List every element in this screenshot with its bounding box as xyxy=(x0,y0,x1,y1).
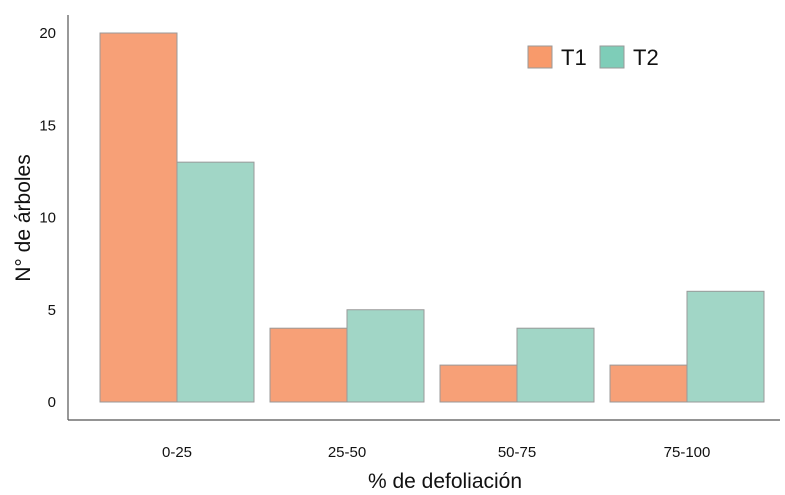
x-tick-labels: 0-25 25-50 50-75 75-100 xyxy=(162,444,710,461)
legend-label-t1: T1 xyxy=(561,45,587,70)
y-tick-labels: 0 5 10 15 20 xyxy=(39,25,56,411)
y-tick-label: 15 xyxy=(39,117,56,134)
bar-t1-50-75 xyxy=(439,364,518,403)
x-axis-label: % de defoliación xyxy=(368,470,522,493)
bar-t2-75-100 xyxy=(686,290,765,403)
y-axis-label: N° de árboles xyxy=(12,154,35,281)
bar-t1-25-50 xyxy=(269,327,348,403)
y-tick-label: 0 xyxy=(48,394,56,411)
legend-label-t2: T2 xyxy=(633,45,659,70)
legend-swatch-t2 xyxy=(599,45,625,69)
x-tick-label: 50-75 xyxy=(498,444,536,461)
legend: T1 T2 xyxy=(527,45,659,70)
x-tick-label: 0-25 xyxy=(162,444,192,461)
y-tick-label: 10 xyxy=(39,210,56,227)
bar-t1-75-100 xyxy=(609,364,688,403)
legend-swatch-t1 xyxy=(527,45,553,69)
x-tick-label: 25-50 xyxy=(328,444,366,461)
bar-t1-0-25 xyxy=(99,32,178,403)
x-tick-label: 75-100 xyxy=(664,444,711,461)
bar-t2-25-50 xyxy=(346,309,425,403)
y-tick-label: 5 xyxy=(48,302,56,319)
bar-t2-50-75 xyxy=(516,327,595,403)
bars xyxy=(99,32,765,403)
bar-t2-0-25 xyxy=(176,161,255,403)
y-tick-label: 20 xyxy=(39,25,56,42)
